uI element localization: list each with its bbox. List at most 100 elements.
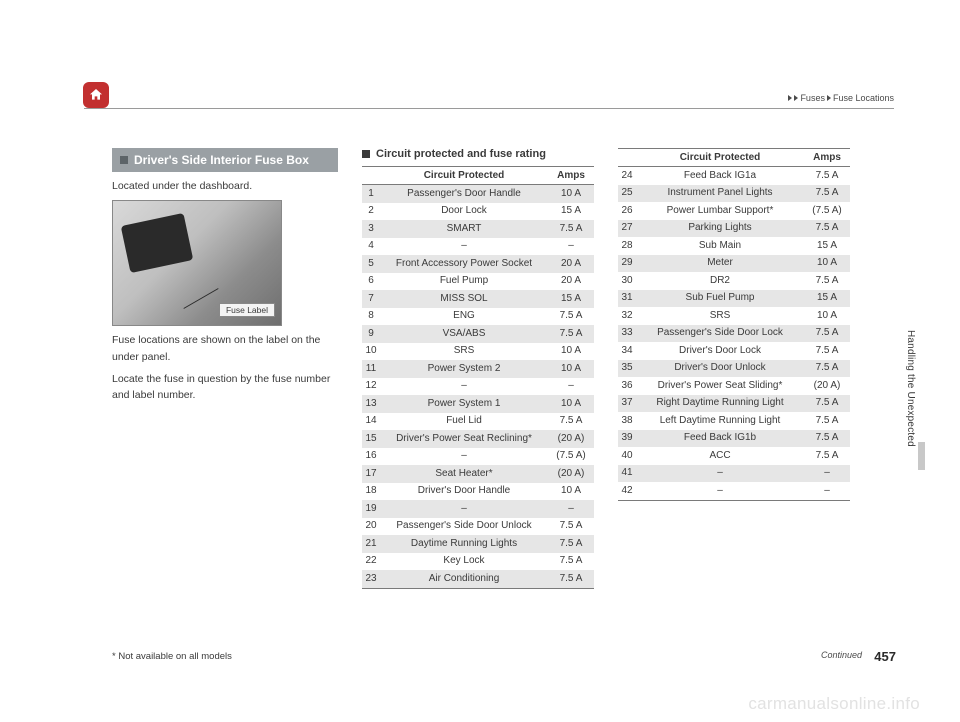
table-row: 13Power System 110 A: [362, 395, 594, 413]
table-row: 21Daytime Running Lights7.5 A: [362, 535, 594, 553]
sub-heading-text: Circuit protected and fuse rating: [376, 148, 546, 160]
fuse-amps: 7.5 A: [804, 167, 850, 185]
table-header-circuit: Circuit Protected: [380, 167, 548, 185]
fuse-number: 41: [618, 465, 636, 483]
sub-heading: Circuit protected and fuse rating: [362, 148, 594, 160]
fuse-number: 39: [618, 430, 636, 448]
fuse-number: 20: [362, 518, 380, 536]
fuse-amps: 7.5 A: [548, 553, 594, 571]
fuse-number: 37: [618, 395, 636, 413]
table-row: 9VSA/ABS7.5 A: [362, 325, 594, 343]
table-row: 15Driver's Power Seat Reclining*(20 A): [362, 430, 594, 448]
fuse-amps: 7.5 A: [804, 325, 850, 343]
chevron-right-icon: [788, 95, 792, 101]
fuse-amps: 15 A: [548, 203, 594, 221]
fuse-number: 33: [618, 325, 636, 343]
fuse-number: 2: [362, 203, 380, 221]
continued-label: Continued: [821, 650, 862, 660]
table-row: 42––: [618, 482, 850, 500]
fuse-circuit: Driver's Power Seat Reclining*: [380, 430, 548, 448]
heading-text: Driver's Side Interior Fuse Box: [134, 153, 309, 167]
column-right: Circuit Protected Amps 24Feed Back IG1a7…: [618, 148, 850, 589]
table-row: 23Air Conditioning7.5 A: [362, 570, 594, 588]
table-row: 19––: [362, 500, 594, 518]
fuse-number: 26: [618, 202, 636, 220]
table-row: 1Passenger's Door Handle10 A: [362, 185, 594, 203]
table-row: 35Driver's Door Unlock7.5 A: [618, 360, 850, 378]
fuse-amps: 7.5 A: [804, 220, 850, 238]
fuse-number: 14: [362, 413, 380, 431]
fuse-amps: 10 A: [804, 307, 850, 325]
table-row: 8ENG7.5 A: [362, 308, 594, 326]
fuse-circuit: Driver's Power Seat Sliding*: [636, 377, 804, 395]
table-header-blank: [618, 149, 636, 167]
fuse-number: 31: [618, 290, 636, 308]
table-row: 14Fuel Lid7.5 A: [362, 413, 594, 431]
chevron-right-icon: [794, 95, 798, 101]
fuse-circuit: Sub Main: [636, 237, 804, 255]
table-row: 26Power Lumbar Support*(7.5 A): [618, 202, 850, 220]
fuse-number: 36: [618, 377, 636, 395]
fuse-amps: 15 A: [548, 290, 594, 308]
fuse-number: 5: [362, 255, 380, 273]
table-row: 18Driver's Door Handle10 A: [362, 483, 594, 501]
callout-label: Fuse Label: [219, 303, 275, 317]
fuse-number: 30: [618, 272, 636, 290]
fuse-number: 15: [362, 430, 380, 448]
table-row: 27Parking Lights7.5 A: [618, 220, 850, 238]
column-middle: Circuit protected and fuse rating Circui…: [362, 148, 594, 589]
fuse-amps: 10 A: [548, 343, 594, 361]
table-row: 2Door Lock15 A: [362, 203, 594, 221]
fuse-amps: 7.5 A: [804, 447, 850, 465]
fuse-number: 17: [362, 465, 380, 483]
table-row: 16–(7.5 A): [362, 448, 594, 466]
fuse-amps: 7.5 A: [548, 570, 594, 588]
table-header-circuit: Circuit Protected: [636, 149, 804, 167]
fuse-circuit: Daytime Running Lights: [380, 535, 548, 553]
fuse-circuit: Driver's Door Unlock: [636, 360, 804, 378]
fuse-amps: (20 A): [548, 430, 594, 448]
fuse-number: 23: [362, 570, 380, 588]
fuse-circuit: Passenger's Side Door Lock: [636, 325, 804, 343]
table-row: 28Sub Main15 A: [618, 237, 850, 255]
fuse-number: 34: [618, 342, 636, 360]
home-icon[interactable]: [83, 82, 109, 108]
fuse-amps: 7.5 A: [804, 342, 850, 360]
section-heading: Driver's Side Interior Fuse Box: [112, 148, 338, 172]
fuse-amps: –: [804, 482, 850, 500]
fuse-amps: 10 A: [548, 483, 594, 501]
table-row: 32SRS10 A: [618, 307, 850, 325]
table-row: 36Driver's Power Seat Sliding*(20 A): [618, 377, 850, 395]
fuse-number: 1: [362, 185, 380, 203]
fuse-number: 40: [618, 447, 636, 465]
fuse-amps: 10 A: [548, 185, 594, 203]
table-row: 20Passenger's Side Door Unlock7.5 A: [362, 518, 594, 536]
fuse-number: 10: [362, 343, 380, 361]
fuse-circuit: SMART: [380, 220, 548, 238]
fuse-circuit: VSA/ABS: [380, 325, 548, 343]
breadcrumb-item: Fuse Locations: [833, 93, 894, 103]
table-row: 7MISS SOL15 A: [362, 290, 594, 308]
fuse-circuit: SRS: [380, 343, 548, 361]
page-number: 457: [874, 649, 896, 664]
fuse-number: 7: [362, 290, 380, 308]
fuse-amps: 7.5 A: [548, 413, 594, 431]
fuse-number: 11: [362, 360, 380, 378]
table-row: 29Meter10 A: [618, 255, 850, 273]
table-header-blank: [362, 167, 380, 185]
fuse-circuit: SRS: [636, 307, 804, 325]
fuse-amps: 7.5 A: [548, 535, 594, 553]
table-row: 34Driver's Door Lock7.5 A: [618, 342, 850, 360]
fuse-amps: 20 A: [548, 273, 594, 291]
fuse-amps: (7.5 A): [804, 202, 850, 220]
table-row: 22Key Lock7.5 A: [362, 553, 594, 571]
fuse-number: 35: [618, 360, 636, 378]
fuse-circuit: Key Lock: [380, 553, 548, 571]
watermark: carmanualsonline.info: [748, 694, 920, 714]
table-row: 24Feed Back IG1a7.5 A: [618, 167, 850, 185]
body-text: Locate the fuse in question by the fuse …: [112, 371, 338, 404]
table-row: 6Fuel Pump20 A: [362, 273, 594, 291]
fuse-number: 24: [618, 167, 636, 185]
fuse-amps: –: [804, 465, 850, 483]
fuse-amps: 7.5 A: [804, 395, 850, 413]
